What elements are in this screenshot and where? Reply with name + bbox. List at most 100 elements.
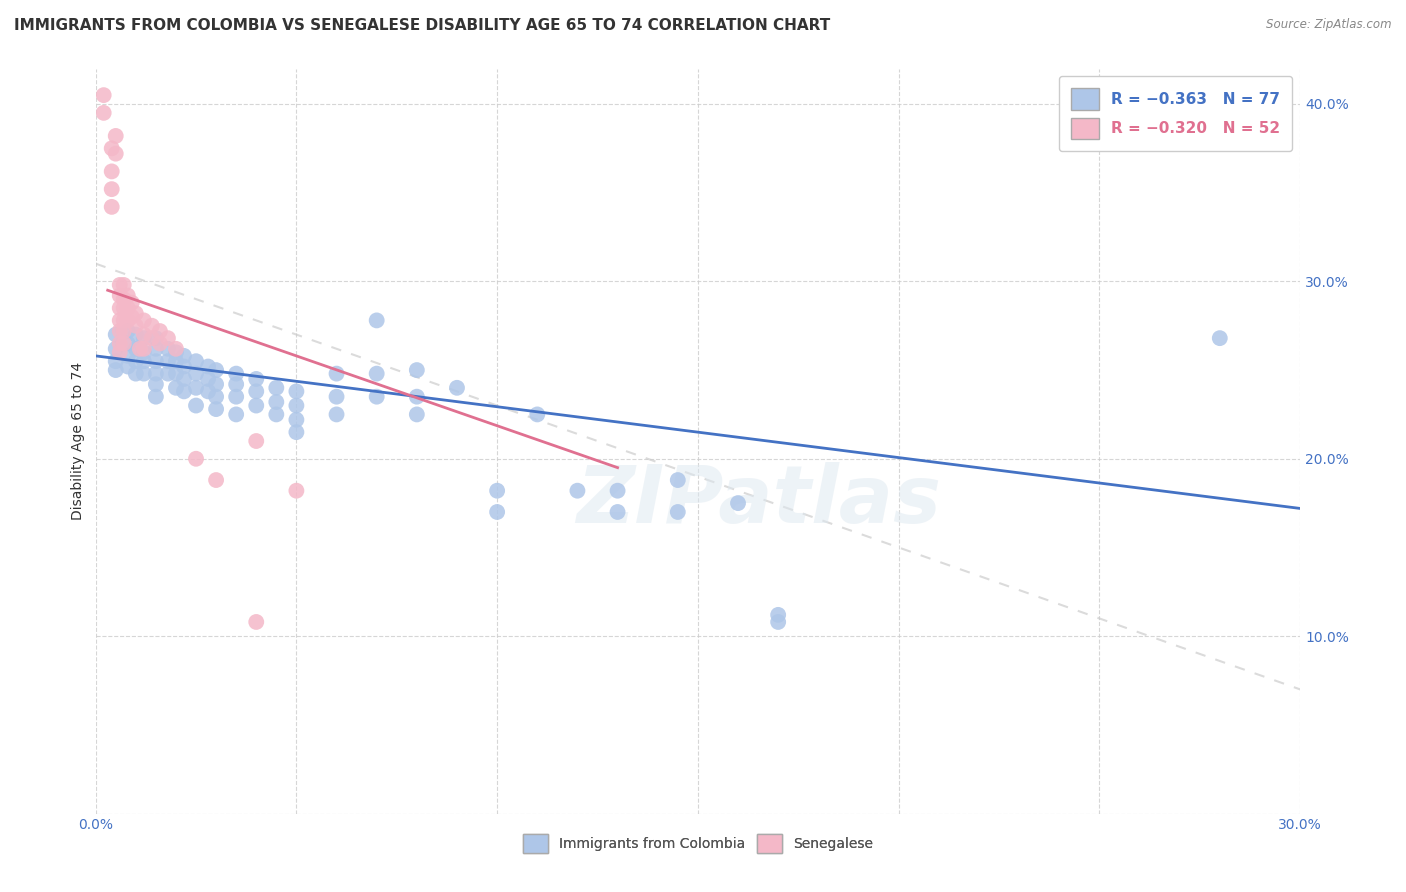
Point (145, 354, 167, 368)
Point (225, 367, 247, 381)
Point (145, 390, 167, 404)
Point (104, 128, 127, 143)
Point (666, 473, 689, 487)
Point (132, 367, 155, 381)
Point (766, 607, 789, 622)
Point (108, 345, 131, 359)
Point (405, 363, 427, 377)
Point (165, 367, 187, 381)
Point (245, 372, 267, 386)
Point (121, 310, 143, 324)
Y-axis label: Disability Age 65 to 74: Disability Age 65 to 74 (72, 362, 86, 520)
Point (132, 313, 155, 327)
Point (165, 381, 187, 395)
Point (145, 367, 167, 381)
Point (766, 615, 789, 629)
Point (245, 434, 267, 448)
Point (184, 367, 207, 381)
Point (285, 483, 308, 498)
Point (225, 377, 247, 392)
Point (104, 354, 127, 368)
Point (165, 342, 187, 356)
Point (141, 331, 163, 345)
Point (117, 349, 139, 363)
Point (606, 505, 628, 519)
Point (117, 324, 139, 338)
Point (205, 363, 228, 377)
Point (108, 277, 131, 292)
Point (132, 354, 155, 368)
Point (173, 349, 195, 363)
Point (125, 306, 148, 320)
Point (245, 399, 267, 413)
Point (173, 384, 195, 399)
Point (112, 277, 135, 292)
Point (165, 345, 187, 359)
Point (112, 313, 135, 327)
Point (145, 377, 167, 392)
Point (184, 354, 207, 368)
Point (666, 505, 689, 519)
Point (405, 390, 427, 404)
Point (108, 288, 131, 302)
Point (165, 354, 187, 368)
Point (112, 301, 135, 315)
Point (112, 336, 135, 351)
Point (132, 345, 155, 359)
Point (567, 483, 589, 498)
Point (125, 354, 148, 368)
Point (197, 384, 219, 399)
Point (156, 331, 179, 345)
Point (117, 313, 139, 327)
Point (225, 390, 247, 404)
Point (117, 288, 139, 302)
Point (205, 402, 228, 417)
Point (117, 336, 139, 351)
Point (104, 327, 127, 342)
Point (149, 336, 172, 351)
Point (132, 331, 155, 345)
Point (173, 372, 195, 386)
Point (325, 390, 347, 404)
Point (108, 301, 131, 315)
Point (245, 384, 267, 399)
Point (446, 381, 468, 395)
Point (285, 425, 308, 439)
Point (156, 367, 179, 381)
Point (125, 318, 148, 333)
Point (125, 367, 148, 381)
Point (104, 363, 127, 377)
Point (184, 381, 207, 395)
Point (145, 342, 167, 356)
Point (285, 399, 308, 413)
Point (100, 182, 122, 196)
Point (173, 359, 195, 374)
Point (141, 318, 163, 333)
Point (149, 324, 172, 338)
Point (225, 408, 247, 422)
Point (1209, 331, 1232, 345)
Text: Source: ZipAtlas.com: Source: ZipAtlas.com (1267, 18, 1392, 31)
Point (128, 342, 150, 356)
Point (112, 324, 135, 338)
Point (266, 408, 288, 422)
Point (108, 324, 131, 338)
Point (156, 342, 179, 356)
Point (156, 354, 179, 368)
Point (205, 390, 228, 404)
Point (121, 295, 143, 310)
Point (266, 395, 288, 409)
Point (184, 399, 207, 413)
Point (117, 359, 139, 374)
Point (104, 342, 127, 356)
Point (405, 408, 427, 422)
Point (205, 377, 228, 392)
Text: ZIPatlas: ZIPatlas (575, 462, 941, 540)
Point (526, 408, 548, 422)
Point (100, 141, 122, 155)
Point (486, 483, 509, 498)
Point (197, 359, 219, 374)
Point (117, 301, 139, 315)
Point (366, 313, 388, 327)
Point (606, 483, 628, 498)
